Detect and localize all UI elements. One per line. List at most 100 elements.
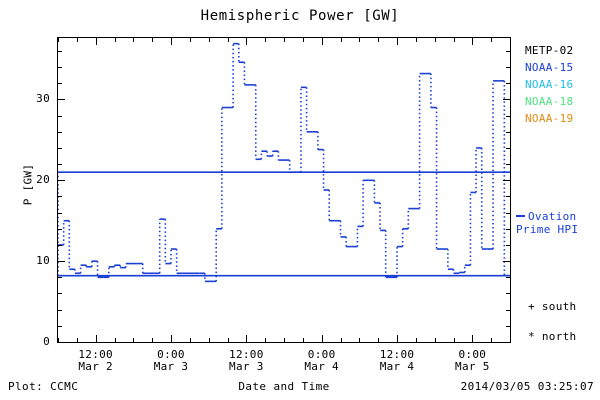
- axis-tick: [359, 338, 360, 343]
- page-title: Hemispheric Power [GW]: [200, 8, 400, 24]
- axis-tick: [503, 180, 511, 181]
- axis-tick: [506, 196, 511, 197]
- x-tick-date: Mar 5: [455, 360, 490, 373]
- legend-item-noaa-19: NOAA-19: [525, 112, 574, 125]
- axis-tick: [57, 245, 62, 246]
- axis-tick: [435, 37, 436, 42]
- legend-item-noaa-15: NOAA-15: [525, 61, 574, 74]
- legend-satellites: METP-02 NOAA-15 NOAA-16 NOAA-18 NOAA-19: [525, 42, 600, 127]
- x-tick-label: 0:00 Mar 3: [131, 349, 211, 373]
- axis-tick: [57, 51, 62, 52]
- axis-tick: [435, 338, 436, 343]
- axis-tick: [152, 37, 153, 42]
- axis-tick: [190, 338, 191, 343]
- legend-ovation-line2: Prime HPI: [516, 222, 579, 236]
- axis-tick: [57, 293, 62, 294]
- axis-tick: [57, 180, 65, 181]
- axis-tick: [454, 338, 455, 343]
- x-tick-time: 0:00: [307, 348, 336, 361]
- x-tick-date: Mar 4: [379, 360, 415, 373]
- y-tick-label: 30: [36, 92, 50, 106]
- axis-tick: [265, 338, 266, 343]
- plot-area: [57, 37, 511, 343]
- axis-tick: [77, 37, 78, 42]
- axis-tick: [397, 335, 398, 343]
- axis-tick: [510, 37, 511, 42]
- axis-tick: [506, 83, 511, 84]
- axis-tick: [503, 261, 511, 262]
- axis-tick: [228, 37, 229, 42]
- axis-tick: [510, 338, 511, 343]
- x-tick-time: 12:00: [229, 348, 264, 361]
- axis-tick: [503, 99, 511, 100]
- axis-tick: [58, 37, 59, 42]
- series-noaa-15: [58, 42, 510, 283]
- x-tick-label: 12:00 Mar 3: [206, 349, 286, 373]
- axis-tick: [506, 213, 511, 214]
- axis-tick: [115, 338, 116, 343]
- axis-tick: [152, 338, 153, 343]
- x-tick-date: Mar 3: [229, 360, 264, 373]
- axis-tick: [209, 338, 210, 343]
- axis-tick: [506, 277, 511, 278]
- timestamp: 2014/03/05 03:25:07: [460, 380, 594, 393]
- axis-tick: [57, 326, 62, 327]
- axis-tick: [472, 37, 473, 45]
- axis-tick: [284, 37, 285, 42]
- axis-tick: [133, 37, 134, 42]
- axis-tick: [57, 342, 65, 343]
- axis-tick: [57, 67, 62, 68]
- legend-ovation-line1: Ovation: [528, 210, 577, 223]
- axis-tick: [506, 51, 511, 52]
- axis-tick: [171, 335, 172, 343]
- axis-tick: [265, 37, 266, 42]
- dashed-line-icon: [516, 215, 525, 217]
- y-tick-label: 0: [43, 335, 50, 348]
- x-tick-time: 0:00: [458, 348, 487, 361]
- axis-tick: [416, 37, 417, 42]
- axis-tick: [416, 338, 417, 343]
- axis-tick: [341, 338, 342, 343]
- plot-credit: Plot: CCMC: [8, 380, 79, 393]
- axis-tick: [506, 326, 511, 327]
- axis-tick: [491, 338, 492, 343]
- legend-item-noaa-18: NOAA-18: [525, 95, 574, 108]
- axis-tick: [378, 338, 379, 343]
- x-tick-date: Mar 2: [78, 360, 113, 373]
- x-tick-label: 12:00 Mar 2: [56, 349, 136, 373]
- x-tick-label: 0:00 Mar 4: [282, 349, 362, 373]
- axis-tick: [57, 164, 62, 165]
- axis-tick: [57, 196, 62, 197]
- axis-tick: [303, 37, 304, 42]
- axis-tick: [133, 338, 134, 343]
- x-tick-date: Mar 4: [304, 360, 339, 373]
- legend-ovation-prime: Ovation Prime HPI: [516, 210, 600, 236]
- axis-tick: [359, 37, 360, 42]
- x-tick-time: 12:00: [379, 348, 415, 361]
- x-tick-time: 0:00: [157, 348, 185, 361]
- axis-tick: [491, 37, 492, 42]
- axis-tick: [246, 37, 247, 45]
- axis-tick: [190, 37, 191, 42]
- x-axis-label: Date and Time: [238, 380, 330, 393]
- axis-tick: [322, 335, 323, 343]
- axis-tick: [506, 164, 511, 165]
- axis-tick: [57, 261, 65, 262]
- y-tick-label: 20: [36, 173, 50, 187]
- axis-tick: [77, 338, 78, 343]
- axis-tick: [397, 37, 398, 45]
- axis-tick: [303, 338, 304, 343]
- axis-tick: [58, 338, 59, 343]
- axis-tick: [506, 245, 511, 246]
- axis-tick: [378, 37, 379, 42]
- axis-tick: [57, 132, 62, 133]
- axis-tick: [96, 37, 97, 45]
- axis-tick: [506, 148, 511, 149]
- axis-tick: [57, 229, 62, 230]
- axis-tick: [115, 37, 116, 42]
- legend-item-metp-02: METP-02: [525, 44, 574, 57]
- axis-tick: [57, 277, 62, 278]
- x-tick-label: 12:00 Mar 4: [357, 349, 437, 373]
- axis-tick: [57, 99, 65, 100]
